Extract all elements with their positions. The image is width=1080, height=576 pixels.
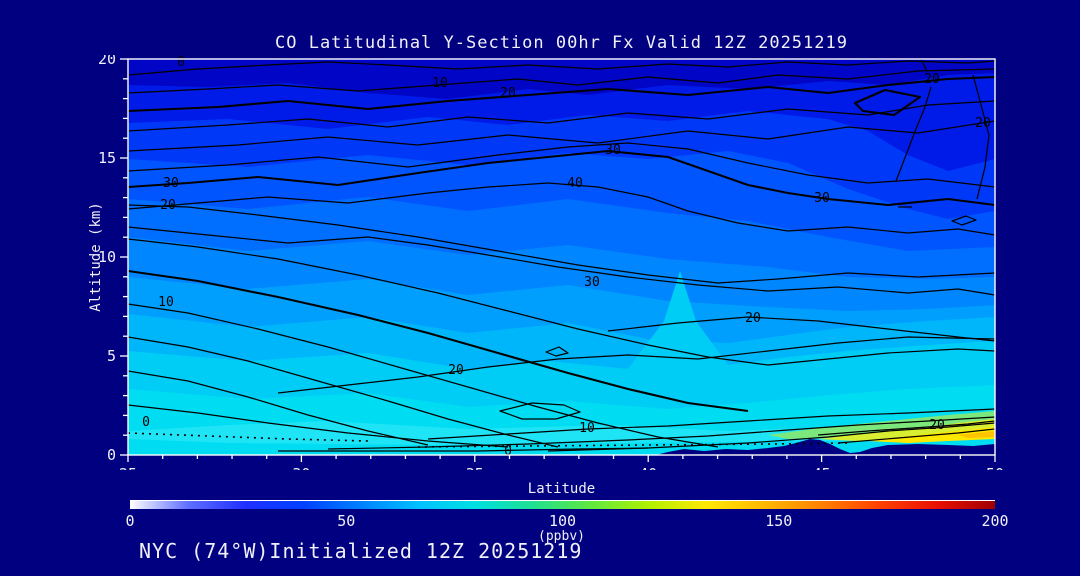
- colorbar-tick-label: 0: [125, 512, 135, 530]
- svg-text:20: 20: [924, 72, 940, 87]
- svg-text:30: 30: [163, 176, 179, 191]
- footer-init-label: NYC (74°W)Initialized 12Z 20251219: [139, 539, 583, 563]
- svg-text:20: 20: [975, 116, 991, 131]
- svg-text:20: 20: [160, 198, 176, 213]
- svg-text:5: 5: [107, 347, 116, 365]
- colorbar-gradient: [130, 500, 995, 509]
- svg-text:10: 10: [158, 295, 174, 310]
- colorbar-tick-label: 50: [337, 512, 356, 530]
- contour-lines: [128, 59, 995, 452]
- svg-text:10: 10: [432, 76, 448, 91]
- axis-ticks: [120, 58, 996, 462]
- svg-text:20: 20: [98, 55, 116, 68]
- axis-tick-labels: 25 30 35 40 45 50 0 5 10 15 20: [98, 55, 1004, 470]
- contour-fill-field: [128, 59, 995, 455]
- svg-text:50: 50: [986, 465, 1004, 470]
- svg-text:30: 30: [605, 143, 621, 158]
- svg-text:0: 0: [107, 446, 116, 464]
- svg-text:10: 10: [579, 421, 595, 436]
- svg-text:0: 0: [142, 415, 150, 430]
- contour-plot: 0 10 20 30 20 30 40 30 20 20 10 0 30 20 20 10 20 0 25 30 35…: [98, 55, 1004, 470]
- svg-text:20: 20: [929, 418, 945, 433]
- svg-text:20: 20: [500, 86, 516, 101]
- svg-text:0: 0: [504, 444, 512, 459]
- terrain-silhouette: [656, 439, 995, 455]
- svg-text:20: 20: [745, 311, 761, 326]
- svg-text:10: 10: [98, 248, 116, 266]
- svg-text:45: 45: [813, 465, 831, 470]
- svg-text:30: 30: [814, 191, 830, 206]
- colorbar-tick-label: 100: [548, 512, 577, 530]
- svg-text:20: 20: [448, 363, 464, 378]
- contour-value-labels: 0 10 20 30 20 30 40 30 20 20 10 0 30 20 20 10 20 0: [142, 55, 991, 459]
- colorbar-tick-label: 200: [981, 512, 1009, 530]
- chart-title: CO Latitudinal Y-Section 00hr Fx Valid 1…: [275, 33, 848, 53]
- colorbar-tick-label: 150: [765, 512, 793, 530]
- svg-text:25: 25: [119, 465, 137, 470]
- x-axis-label: Latitude: [527, 481, 596, 497]
- svg-text:40: 40: [567, 176, 583, 191]
- svg-text:30: 30: [292, 465, 310, 470]
- svg-text:40: 40: [639, 465, 657, 470]
- svg-text:30: 30: [584, 275, 600, 290]
- svg-text:0: 0: [177, 55, 185, 70]
- colorbar-units-label: (ppbv): [538, 529, 585, 544]
- svg-text:15: 15: [98, 149, 116, 167]
- svg-text:35: 35: [466, 465, 484, 470]
